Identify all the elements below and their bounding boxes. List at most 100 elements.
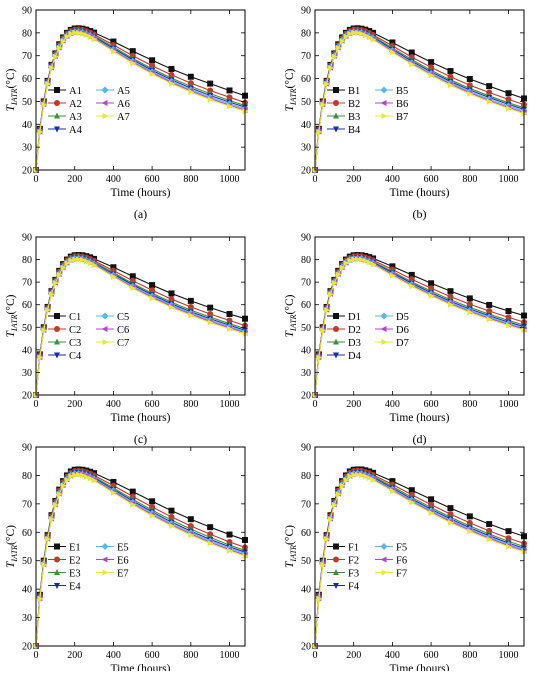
- data-point-B7: [370, 36, 377, 43]
- legend-label-C2: C2: [69, 325, 81, 336]
- data-point-A7: [188, 89, 195, 96]
- data-point-E7: [79, 472, 86, 479]
- data-point-E7: [76, 471, 83, 478]
- data-point-E7: [83, 473, 90, 480]
- axes-frame: [35, 236, 246, 396]
- legend-marker-B5: [380, 86, 388, 94]
- series-line-D1: [314, 254, 525, 396]
- data-point-E7: [48, 516, 55, 523]
- data-point-E7: [56, 491, 63, 498]
- x-tick-label: 600: [424, 650, 439, 661]
- data-point-E7: [41, 561, 48, 568]
- legend-label-B5: B5: [396, 86, 408, 97]
- legend-marker-A5: [101, 86, 109, 94]
- data-point-A7: [45, 81, 52, 88]
- y-tick-label: 50: [301, 323, 311, 334]
- data-point-A7: [68, 30, 75, 37]
- data-point-C7: [79, 257, 86, 264]
- data-point-F7: [331, 501, 338, 508]
- data-point-C1: [129, 273, 136, 280]
- data-point-A7: [110, 48, 117, 55]
- y-tick-label: 40: [22, 345, 32, 356]
- legend-label-B7: B7: [396, 112, 408, 123]
- data-point-B7: [316, 129, 323, 136]
- legend-marker-C4: [54, 352, 60, 359]
- data-point-D7: [347, 257, 354, 264]
- y-tick-label: 80: [301, 255, 311, 266]
- legend-marker-C3: [54, 338, 60, 345]
- data-point-B7: [467, 90, 474, 97]
- axes-frame: [35, 9, 246, 171]
- legend-label-A4: A4: [69, 125, 83, 136]
- x-tick-label: 800: [183, 399, 198, 410]
- legend-label-B2: B2: [348, 99, 360, 110]
- data-point-A1: [187, 73, 194, 80]
- series-line-E1: [35, 468, 246, 647]
- series-line-C4: [35, 257, 246, 396]
- series-line-C3: [35, 256, 246, 396]
- data-point-D7: [506, 322, 513, 329]
- legend-marker-B7: [381, 113, 388, 119]
- legend-marker-C6: [101, 326, 108, 332]
- data-point-B1: [466, 76, 473, 83]
- data-point-B1: [505, 90, 512, 97]
- data-point-D7: [331, 280, 338, 287]
- data-point-E7: [130, 501, 137, 508]
- data-point-A7: [56, 44, 63, 51]
- data-point-D1: [486, 301, 493, 308]
- legend-label-C6: C6: [117, 325, 129, 336]
- data-point-A7: [48, 65, 55, 72]
- data-point-D7: [428, 292, 435, 299]
- data-point-C7: [48, 291, 55, 298]
- legend-label-F3: F3: [348, 568, 359, 579]
- data-point-C7: [64, 260, 71, 267]
- y-tick-label: 30: [301, 143, 311, 154]
- data-point-E1: [207, 524, 214, 531]
- legend-label-D2: D2: [348, 325, 361, 336]
- data-point-A7: [87, 33, 94, 40]
- data-point-D7: [486, 316, 493, 323]
- data-point-E1: [110, 478, 117, 485]
- legend-label-C5: C5: [117, 312, 129, 323]
- y-tick-label: 80: [22, 28, 32, 39]
- data-point-D7: [327, 291, 334, 298]
- data-point-C7: [110, 273, 117, 280]
- data-point-E7: [52, 501, 59, 508]
- y-tick-label: 90: [22, 6, 32, 17]
- legend-marker-E7: [102, 569, 109, 576]
- plot-area: [32, 466, 249, 650]
- x-tick-label: 400: [385, 399, 400, 410]
- data-point-A1: [226, 87, 233, 94]
- data-point-A7: [83, 32, 90, 39]
- y-tick-label: 70: [301, 278, 311, 289]
- data-point-A7: [41, 101, 48, 108]
- x-tick-label: 0: [313, 399, 318, 410]
- data-point-D7: [409, 283, 416, 290]
- legend-marker-C7: [102, 339, 109, 345]
- legend-label-E6: E6: [117, 555, 129, 566]
- legend-marker-D3: [333, 338, 339, 345]
- data-point-F7: [351, 471, 358, 478]
- y-tick-label: 20: [301, 642, 311, 653]
- axes-frame: [35, 446, 246, 647]
- chart-panel-d: 0 200 400 600 800 1000 20 30 40 50 60 70 80 90 Time (h…: [284, 233, 528, 446]
- panel-label: (b): [413, 207, 427, 221]
- data-point-E7: [188, 532, 195, 539]
- legend-label-A5: A5: [117, 86, 130, 97]
- data-point-A7: [207, 96, 214, 103]
- data-point-C7: [72, 256, 79, 263]
- x-tick-label: 1000: [499, 650, 519, 661]
- legend-marker-D1: [333, 313, 339, 319]
- legend-label-E4: E4: [69, 581, 81, 592]
- data-point-C7: [52, 280, 59, 287]
- data-point-C7: [83, 258, 90, 265]
- data-point-C7: [37, 354, 44, 361]
- x-tick-label: 1000: [499, 399, 519, 410]
- data-point-E7: [37, 595, 44, 602]
- data-point-F7: [343, 476, 350, 483]
- chart-panel-a: 0 200 400 600 800 1000 20 30 40 50 60 70 80 90 Time (h…: [5, 6, 249, 221]
- legend-marker-A7: [102, 113, 109, 119]
- data-point-B7: [347, 30, 354, 37]
- data-point-E7: [149, 512, 156, 519]
